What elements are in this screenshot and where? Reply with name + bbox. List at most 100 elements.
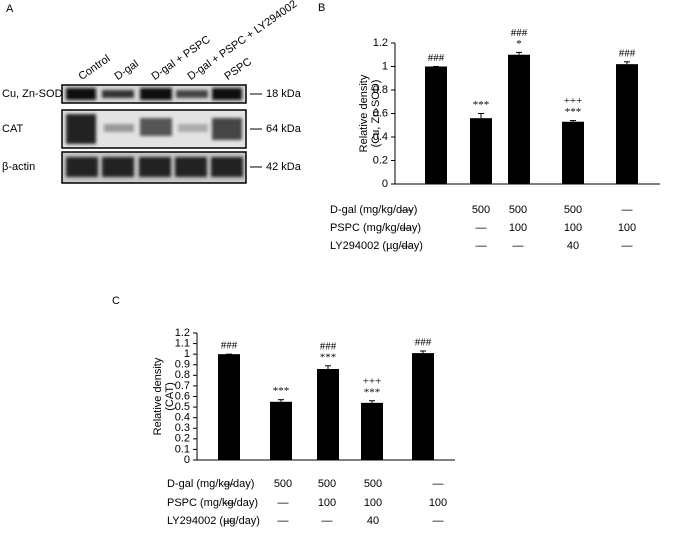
significance-label: *** [565, 106, 582, 118]
significance-label: ### [428, 52, 445, 64]
y-axis-label: (Cu, Zn-SOD) [370, 80, 382, 148]
band [102, 90, 134, 98]
y-tick-label: 0.9 [175, 359, 190, 371]
table-row-label: D-gal (mg/kg/day) [330, 204, 417, 216]
y-tick-label: 1 [184, 348, 190, 360]
panel-label: A [6, 3, 14, 15]
table-cell: — [278, 497, 289, 509]
significance-label: ### [221, 340, 238, 352]
band [66, 114, 96, 144]
y-tick-label: 0.4 [175, 412, 190, 424]
bands [66, 88, 243, 177]
table-row-label: LY294002 (µg/day) [330, 240, 423, 252]
table-cell: 100 [364, 497, 382, 509]
y-tick-label: 0.5 [175, 401, 190, 413]
significance-label: ### [415, 337, 432, 349]
y-axis-label: Relative density [152, 357, 164, 435]
significance-label: +++ [363, 375, 382, 387]
band [176, 90, 208, 98]
lane-label: D-gal + PSPC [150, 34, 213, 83]
table-cell: — [476, 222, 487, 234]
size-markers [250, 93, 262, 168]
table-cell: — [322, 515, 333, 527]
table-cell: — [224, 478, 235, 490]
table-cell: 500 [564, 204, 582, 216]
band [66, 157, 98, 177]
table-cell: — [401, 222, 412, 234]
significance-label: *** [320, 351, 337, 363]
y-tick-label: 1.2 [175, 327, 190, 339]
y-tick-label: 1.2 [373, 37, 388, 49]
table-cell: 100 [509, 222, 527, 234]
bar [412, 353, 434, 460]
band [178, 124, 208, 132]
band [212, 88, 242, 100]
table-row-label: LY294002 (µg/day) [167, 515, 260, 527]
table-cell: 100 [564, 222, 582, 234]
table-cell: — [433, 478, 444, 490]
bar [508, 54, 530, 184]
y-tick-label: 0.6 [373, 107, 388, 119]
significance-label: * [516, 38, 522, 50]
size-label: 64 kDa [266, 123, 302, 135]
table-cell: 100 [429, 497, 447, 509]
table-cell: — [224, 515, 235, 527]
y-axis-label: Relative density [358, 74, 370, 152]
table-cell: — [622, 240, 633, 252]
lane-label: Control [77, 53, 113, 83]
table-cell: 500 [318, 478, 336, 490]
table-row-label: D-gal (mg/kg/day) [167, 478, 254, 490]
significance-label: *** [364, 386, 381, 398]
bar [270, 401, 292, 460]
panel-label: C [112, 295, 120, 307]
y-tick-label: 0.3 [175, 422, 190, 434]
table-cell: — [476, 240, 487, 252]
size-label: 18 kDa [266, 88, 302, 100]
band [211, 157, 243, 177]
y-tick-label: 1.1 [175, 337, 190, 349]
band [140, 118, 172, 136]
row-label: CAT [2, 123, 23, 135]
y-tick-label: 0.2 [175, 433, 190, 445]
table-cell: 500 [364, 478, 382, 490]
y-tick-label: 0.4 [373, 131, 388, 143]
table-cell: 500 [274, 478, 292, 490]
row-label: Cu, Zn-SOD [2, 88, 63, 100]
y-tick-label: 0.7 [175, 380, 190, 392]
bar [218, 354, 240, 460]
band [104, 124, 134, 132]
bar [470, 118, 492, 184]
table-cell: — [401, 204, 412, 216]
table-cell: 40 [367, 515, 379, 527]
lane-label: PSPC [223, 56, 254, 83]
significance-label: *** [273, 385, 290, 397]
band [66, 88, 96, 100]
table-cell: 500 [472, 204, 490, 216]
panel-label: B [318, 2, 325, 14]
bar [562, 121, 584, 184]
lane-label: D-gal [113, 58, 141, 83]
table-cell: 100 [618, 222, 636, 234]
table-cell: — [278, 515, 289, 527]
table-cell: 500 [509, 204, 527, 216]
y-tick-label: 0 [382, 178, 388, 190]
table-row-label: PSPC (mg/kg/day) [167, 497, 258, 509]
y-tick-label: 0.2 [373, 154, 388, 166]
significance-label: *** [473, 99, 490, 111]
table-cell: 40 [567, 240, 579, 252]
table-cell: — [433, 515, 444, 527]
size-label: 42 kDa [266, 161, 302, 173]
y-tick-label: 0.6 [175, 390, 190, 402]
table-cell: — [622, 204, 633, 216]
table-cell: — [513, 240, 524, 252]
y-tick-label: 0.8 [175, 369, 190, 381]
table-cell: — [224, 497, 235, 509]
bar [361, 402, 383, 460]
band [175, 157, 207, 177]
significance-label: +++ [564, 95, 583, 107]
y-axis-label: (CAT) [164, 382, 176, 411]
table-cell: — [401, 240, 412, 252]
table-row-label: PSPC (mg/kg/day) [330, 222, 421, 234]
